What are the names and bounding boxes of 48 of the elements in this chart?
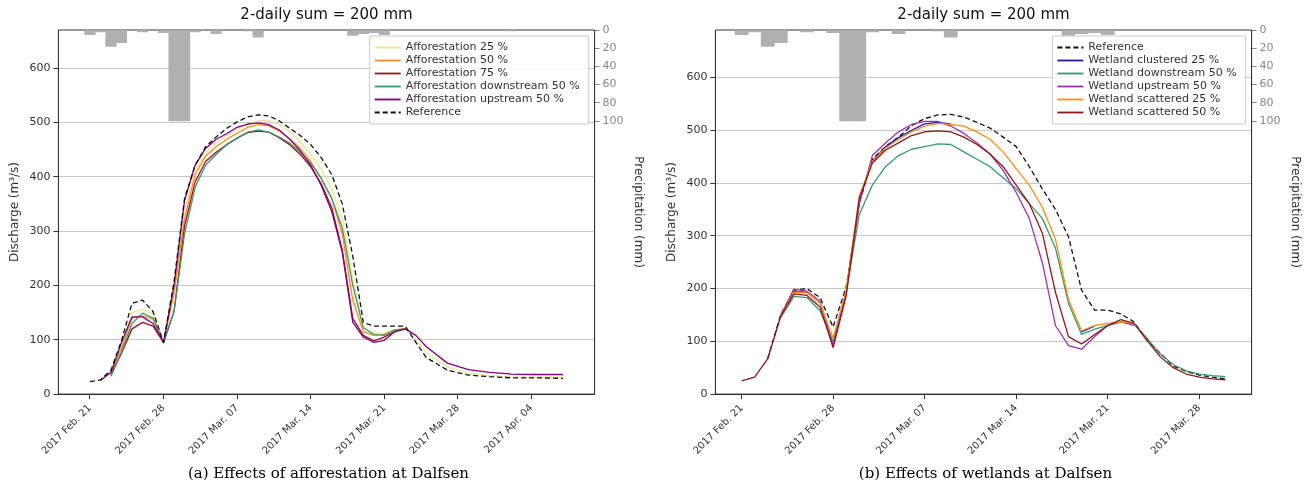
y2-axis-title: Precipitation (mm) xyxy=(631,156,646,268)
y-tick-label: 500 xyxy=(686,123,708,137)
y-tick-label: 300 xyxy=(29,223,51,237)
y2-tick-label: 20 xyxy=(1259,41,1274,55)
y-axis-title: Discharge (m³/s) xyxy=(7,162,22,263)
legend-label: Afforestation upstream 50 % xyxy=(405,92,564,106)
y-tick-label: 400 xyxy=(29,169,51,183)
y2-tick-label: 0 xyxy=(1259,22,1267,36)
y-tick-label: 200 xyxy=(686,281,708,295)
y2-tick-label: 20 xyxy=(602,41,617,55)
y2-tick-label: 40 xyxy=(602,59,617,73)
y2-tick-label: 100 xyxy=(1259,113,1281,127)
y-tick-label: 100 xyxy=(686,334,708,348)
y-tick-label: 200 xyxy=(29,278,51,292)
legend-label: Wetland clustered 25 % xyxy=(1088,53,1220,67)
y2-tick-label: 60 xyxy=(1259,77,1274,91)
y2-tick-label: 60 xyxy=(602,77,617,91)
text: (a) Effects of afforestation at Dalfsen xyxy=(186,464,471,482)
chart-title: 2-daily sum = 200 mm xyxy=(240,4,413,23)
y-tick-label: 600 xyxy=(29,60,51,74)
y-axis-title: Discharge (m³/s) xyxy=(664,162,679,263)
legend-label: Reference xyxy=(1088,40,1144,54)
legend-label: Afforestation 50 % xyxy=(405,53,508,67)
text: (b) Effects of wetlands at Dalfsen xyxy=(857,464,1114,482)
legend-label: Wetland scattered 50 % xyxy=(1088,105,1221,119)
y-tick-label: 400 xyxy=(686,175,708,189)
legend-label: Afforestation downstream 50 % xyxy=(405,79,580,93)
y2-tick-label: 40 xyxy=(1259,59,1274,73)
y2-tick-label: 80 xyxy=(602,95,617,109)
legend-label: Wetland scattered 25 % xyxy=(1088,92,1221,106)
bar xyxy=(210,30,222,34)
y-tick-label: 100 xyxy=(29,332,51,346)
legend-label: Wetland upstream 50 % xyxy=(1088,79,1221,93)
bar xyxy=(891,30,906,34)
y-tick-label: 0 xyxy=(43,386,51,400)
legend-label: Reference xyxy=(405,105,462,119)
y-tick-label: 500 xyxy=(29,115,51,129)
legend-label: Afforestation 25 % xyxy=(405,40,508,54)
y2-tick-label: 100 xyxy=(602,113,624,127)
y-tick-label: 300 xyxy=(686,228,708,242)
legend-label: Afforestation 75 % xyxy=(405,66,508,80)
chart-title: 2-daily sum = 200 mm xyxy=(897,4,1070,23)
y-tick-label: 600 xyxy=(686,70,708,84)
y2-tick-label: 80 xyxy=(1259,95,1274,109)
legend-label: Wetland downstream 50 % xyxy=(1088,66,1237,80)
y2-tick-label: 0 xyxy=(602,22,610,36)
y-tick-label: 0 xyxy=(700,386,708,400)
y2-axis-title: Precipitation (mm) xyxy=(1288,156,1303,268)
